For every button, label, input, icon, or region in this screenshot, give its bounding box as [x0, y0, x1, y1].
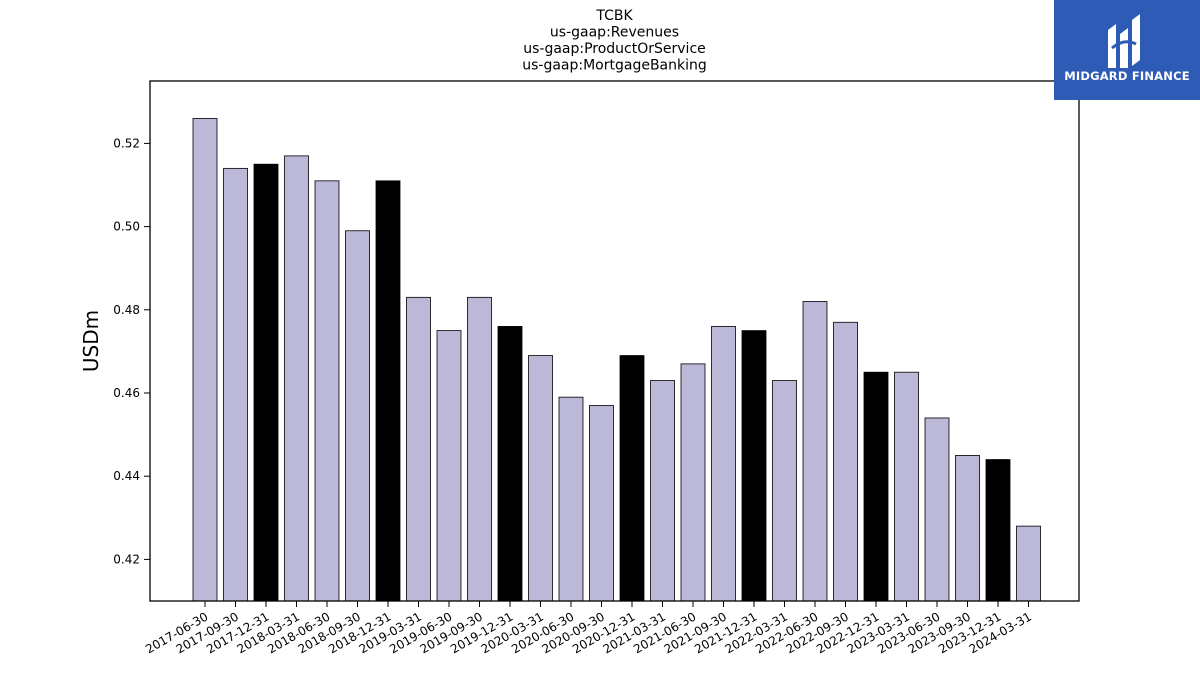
- bar-2020-12-31: [619, 355, 645, 602]
- bar-2017-12-31: [253, 163, 279, 602]
- bar-2018-09-30: [345, 230, 370, 602]
- chart-title: TCBKus-gaap:Revenuesus-gaap:ProductOrSer…: [522, 8, 707, 74]
- brand-name: MIDGARD FINANCE: [1064, 69, 1190, 83]
- bar-2021-03-31: [650, 380, 675, 602]
- bar-2019-12-31: [497, 326, 523, 602]
- bar-2017-09-30: [223, 167, 248, 602]
- bar-2023-06-30: [924, 417, 950, 602]
- y-tick-label: 0.46: [113, 386, 140, 400]
- bar-2022-12-31: [863, 371, 889, 602]
- chart-title-line: TCBK: [595, 8, 633, 24]
- plot-frame: [149, 80, 1080, 602]
- y-axis-label: USDm: [79, 310, 103, 372]
- bar-2021-09-30: [711, 326, 736, 602]
- bar-2021-06-30: [680, 363, 706, 602]
- bar-2018-06-30: [314, 180, 340, 602]
- bars: [192, 118, 1041, 602]
- bar-2017-06-30: [192, 118, 218, 602]
- bar-2022-09-30: [833, 321, 858, 602]
- bar-2023-12-31: [985, 459, 1011, 602]
- bar-2020-03-31: [528, 355, 553, 602]
- x-axis: 2017-06-302017-09-302017-12-312018-03-31…: [143, 601, 1034, 656]
- bar-2021-12-31: [741, 330, 767, 602]
- bar-2022-03-31: [772, 380, 797, 602]
- brand-logo: MIDGARD FINANCE: [1054, 0, 1200, 100]
- y-tick-label: 0.42: [113, 552, 140, 566]
- chart-title-line: us-gaap:Revenues: [550, 25, 679, 41]
- bar-2020-09-30: [589, 405, 614, 602]
- bar-2023-03-31: [894, 371, 919, 602]
- logo-mark-icon: [1108, 14, 1140, 68]
- bar-2024-03-31: [1016, 525, 1041, 602]
- bar-2018-03-31: [284, 155, 309, 602]
- y-tick-label: 0.52: [113, 136, 140, 150]
- bar-2018-12-31: [375, 180, 401, 602]
- bar-2022-06-30: [802, 301, 828, 602]
- bar-2019-09-30: [467, 296, 492, 602]
- y-axis: 0.42 0.44 0.46 0.48 0.50 0.52: [113, 136, 150, 566]
- bar-2019-06-30: [436, 330, 462, 602]
- chart-title-line: us-gaap:ProductOrService: [523, 41, 706, 57]
- y-tick-label: 0.50: [113, 220, 140, 234]
- y-tick-label: 0.44: [113, 469, 140, 483]
- bar-2020-06-30: [558, 396, 584, 602]
- y-tick-label: 0.48: [113, 303, 140, 317]
- chart-title-line: us-gaap:MortgageBanking: [522, 58, 707, 74]
- bar-2019-03-31: [406, 296, 431, 602]
- bar-2023-09-30: [955, 454, 980, 602]
